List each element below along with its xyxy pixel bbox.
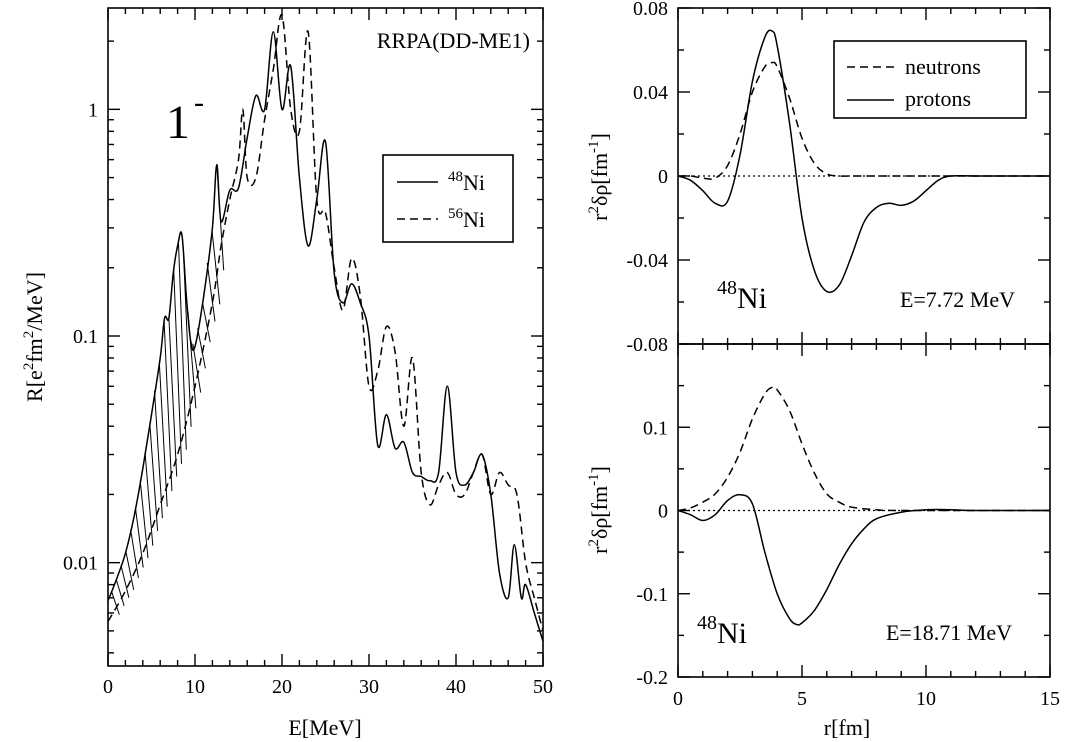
hatch-line: [173, 269, 182, 464]
left-legend: 48Ni 56Ni: [382, 154, 514, 243]
hatch-line: [158, 362, 168, 507]
left-x-tick-label: 50: [533, 676, 553, 698]
hatch-line: [111, 591, 120, 615]
y-tick-label: -0.1: [636, 584, 668, 606]
left-x-tick-label: 20: [272, 676, 292, 698]
right-top-panel: -0.08 -0.04 0 0.04 0.08 r2δρ[fm-1] 48Ni E=7.…: [586, 0, 1051, 356]
bottom-x-tick-label: 0: [673, 688, 683, 710]
bottom-y-axis-label: r2δρ[fm-1]: [586, 466, 612, 554]
left-y-tick-label: 0.01: [63, 553, 98, 575]
legend-56ni-label: 56Ni: [448, 206, 485, 232]
left-panel: 0 10 20 30 40 50 0.01 0.1 1 E[MeV] R[e2fm2/MeV]…: [21, 7, 553, 740]
model-annotation: RRPA(DD-ME1): [377, 28, 530, 53]
hatch-line: [149, 423, 159, 532]
left-x-tick-label: 10: [185, 676, 205, 698]
hatch-line: [115, 579, 125, 606]
top-y-axis-label: r2δρ[fm-1]: [586, 133, 612, 221]
hatch-line: [197, 328, 206, 369]
y-tick-label: 0: [658, 166, 668, 188]
right-bottom-panel: -0.2 -0.1 0 0.1 0 5 10 15 r2δρ[fm-1] 48Ni E=18…: [586, 344, 1060, 740]
legend-protons-label: protons: [905, 86, 971, 111]
left-x-tick-label: 30: [359, 676, 379, 698]
left-legend-box: [382, 154, 514, 243]
left-x-ticks: 0 10 20 30 40 50: [103, 8, 553, 698]
y-tick-label: -0.08: [626, 334, 668, 356]
hatch-line: [168, 318, 178, 477]
left-y-ticks: 0.01 0.1 1: [63, 40, 543, 654]
bottom-x-tick-label: 10: [916, 688, 936, 710]
left-x-axis-label: E[MeV]: [288, 715, 361, 740]
bottom-plot-frame: [677, 343, 1051, 678]
top-legend: neutrons protons: [833, 40, 1027, 119]
hatch-line: [178, 243, 187, 450]
bottom-protons-line: [677, 493, 1051, 626]
hatch-line: [163, 321, 173, 492]
bottom-energy-annotation: E=18.71 MeV: [886, 620, 1012, 645]
hatch-line: [120, 565, 130, 598]
y-tick-label: -0.04: [626, 250, 668, 272]
legend-neutrons-label: neutrons: [905, 54, 981, 79]
top-energy-annotation: E=7.72 MeV: [900, 287, 1015, 312]
hatch-line: [134, 507, 144, 568]
hatch-line: [144, 452, 154, 546]
hatch-line: [125, 550, 135, 590]
left-y-axis-label: R[e2fm2/MeV]: [21, 272, 47, 402]
bottom-x-axis-label: r[fm]: [824, 715, 870, 740]
hatch-line: [192, 343, 202, 393]
bottom-y-ticks: -0.2 -0.1 0 0.1: [636, 384, 1050, 689]
bottom-x-tick-label: 5: [797, 688, 807, 710]
bottom-x-tick-label: 15: [1040, 688, 1060, 710]
left-x-tick-label: 40: [446, 676, 466, 698]
left-y-tick-label: 0.1: [73, 326, 98, 348]
left-plot-frame: [107, 7, 544, 667]
left-y-tick-label: 1: [88, 99, 98, 121]
multipole-annotation: 1-: [166, 86, 204, 149]
bottom-nucleus-annotation: 48Ni: [697, 612, 747, 650]
hatch-line: [154, 390, 163, 519]
top-protons-line: [677, 29, 1050, 294]
hatch-line: [130, 529, 139, 579]
hatch-line: [211, 230, 221, 305]
hatch-line: [201, 302, 211, 343]
top-legend-box: [833, 40, 1027, 119]
hatch-line: [206, 262, 216, 322]
y-tick-label: 0: [658, 501, 668, 523]
y-tick-label: -0.2: [636, 667, 668, 689]
hatched-region: [111, 164, 225, 615]
bottom-neutrons-line: [677, 386, 1051, 512]
y-tick-label: 0.08: [633, 0, 668, 20]
y-tick-label: 0.04: [633, 82, 668, 104]
top-nucleus-annotation: 48Ni: [717, 277, 767, 315]
series-48ni-line: [107, 30, 544, 642]
y-tick-label: 0.1: [643, 417, 668, 439]
legend-48ni-label: 48Ni: [448, 169, 485, 195]
hatch-line: [139, 480, 149, 559]
left-x-tick-label: 0: [103, 676, 113, 698]
top-neutrons-line: [677, 61, 1050, 180]
